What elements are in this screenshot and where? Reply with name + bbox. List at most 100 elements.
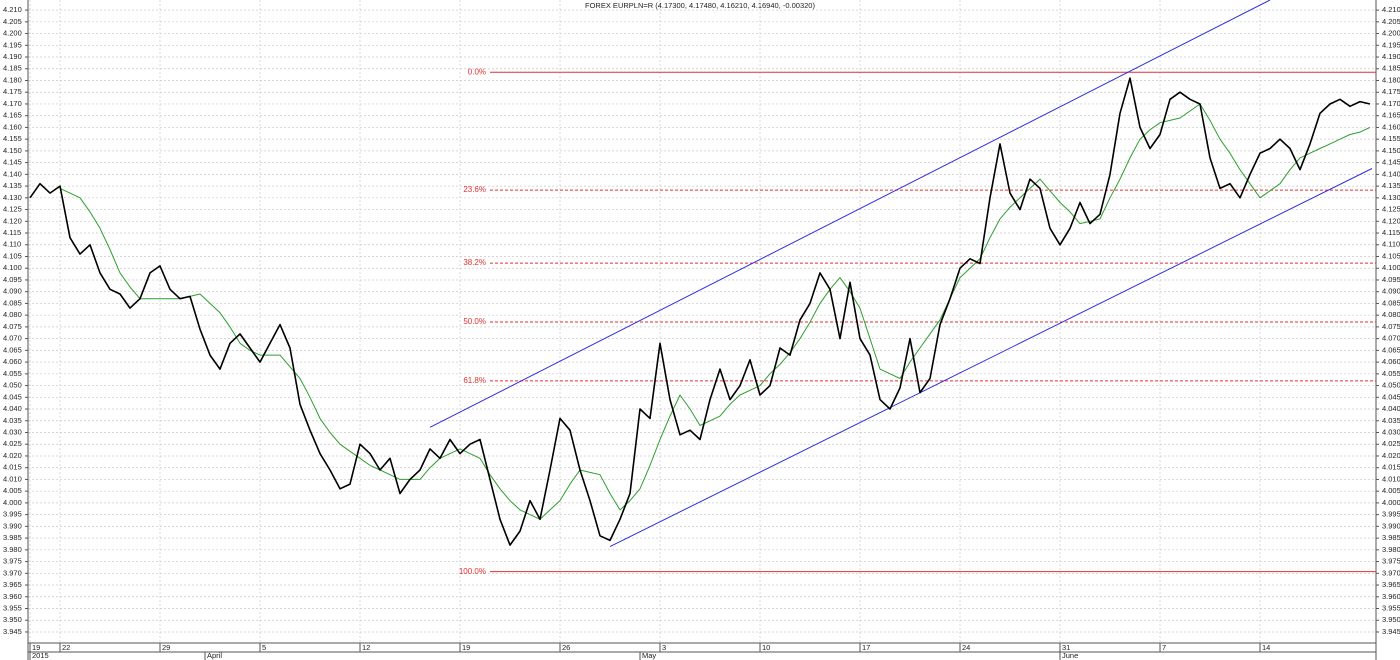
y-tick-label: 4.025 <box>3 439 22 448</box>
y-tick-label: 3.995 <box>3 510 22 519</box>
y-tick-label: 4.155 <box>3 134 22 143</box>
y-tick-label: 4.070 <box>3 334 22 343</box>
y-tick-label: 4.190 <box>1382 52 1400 61</box>
y-tick-label: 3.955 <box>3 603 22 612</box>
x-tick-label: 19 <box>462 643 470 652</box>
y-tick-label: 3.980 <box>1382 545 1400 554</box>
x-tick-label: 5 <box>262 643 266 652</box>
y-tick-label: 4.045 <box>3 392 22 401</box>
y-tick-label: 4.105 <box>3 251 22 260</box>
y-tick-label: 4.000 <box>1382 498 1400 507</box>
y-tick-label: 4.140 <box>3 169 22 178</box>
y-tick-label: 4.075 <box>1382 322 1400 331</box>
y-tick-label: 4.205 <box>1382 17 1400 26</box>
fib-label: 23.6% <box>463 185 486 194</box>
y-tick-label: 3.990 <box>3 521 22 530</box>
y-tick-label: 4.105 <box>1382 251 1400 260</box>
y-tick-label: 4.080 <box>1382 310 1400 319</box>
y-tick-label: 4.005 <box>1382 486 1400 495</box>
y-tick-label: 4.010 <box>1382 474 1400 483</box>
y-tick-label: 4.055 <box>1382 369 1400 378</box>
y-tick-label: 3.950 <box>3 615 22 624</box>
y-tick-label: 3.945 <box>1382 627 1400 636</box>
y-tick-label: 4.015 <box>1382 463 1400 472</box>
month-label: 2015 <box>32 651 49 660</box>
y-tick-label: 4.170 <box>1382 99 1400 108</box>
y-tick-label: 4.120 <box>3 216 22 225</box>
y-tick-label: 4.155 <box>1382 134 1400 143</box>
y-tick-label: 4.055 <box>3 369 22 378</box>
y-tick-label: 4.040 <box>1382 404 1400 413</box>
y-tick-label: 4.060 <box>3 357 22 366</box>
y-tick-label: 4.000 <box>3 498 22 507</box>
y-tick-label: 4.030 <box>1382 427 1400 436</box>
y-tick-label: 4.145 <box>3 158 22 167</box>
x-tick-label: 7 <box>1162 643 1166 652</box>
y-tick-label: 4.025 <box>1382 439 1400 448</box>
y-tick-label: 4.195 <box>3 40 22 49</box>
y-tick-label: 4.150 <box>1382 146 1400 155</box>
y-tick-label: 4.080 <box>3 310 22 319</box>
x-tick-label: 10 <box>762 643 770 652</box>
y-tick-label: 3.945 <box>3 627 22 636</box>
fib-label: 61.8% <box>463 376 486 385</box>
y-tick-label: 4.175 <box>1382 87 1400 96</box>
y-tick-label: 4.095 <box>1382 275 1400 284</box>
y-tick-label: 4.185 <box>1382 64 1400 73</box>
x-tick-label: 24 <box>962 643 970 652</box>
y-tick-label: 4.065 <box>3 345 22 354</box>
y-tick-label: 4.125 <box>1382 205 1400 214</box>
y-tick-label: 4.100 <box>3 263 22 272</box>
y-tick-label: 4.135 <box>3 181 22 190</box>
y-tick-label: 4.125 <box>3 205 22 214</box>
y-tick-label: 4.190 <box>3 52 22 61</box>
fib-label: 50.0% <box>463 317 486 326</box>
y-tick-label: 4.150 <box>3 146 22 155</box>
fib-label: 100.0% <box>459 567 486 576</box>
x-tick-label: 12 <box>362 643 370 652</box>
y-tick-label: 3.980 <box>3 545 22 554</box>
y-tick-label: 4.035 <box>3 416 22 425</box>
y-tick-label: 4.145 <box>1382 158 1400 167</box>
month-label: May <box>642 651 656 660</box>
y-tick-label: 4.135 <box>1382 181 1400 190</box>
month-label: June <box>1062 651 1078 660</box>
y-tick-label: 3.970 <box>3 568 22 577</box>
x-tick-label: 29 <box>162 643 170 652</box>
y-tick-label: 3.970 <box>1382 568 1400 577</box>
y-tick-label: 4.180 <box>1382 75 1400 84</box>
y-tick-label: 4.065 <box>1382 345 1400 354</box>
trend-line <box>609 168 1373 547</box>
x-tick-label: 31 <box>1062 643 1070 652</box>
y-tick-label: 4.195 <box>1382 40 1400 49</box>
y-tick-label: 4.110 <box>3 240 21 249</box>
y-tick-label: 4.210 <box>1382 5 1400 14</box>
y-tick-label: 4.115 <box>3 228 21 237</box>
y-tick-label: 3.960 <box>1382 592 1400 601</box>
y-tick-label: 4.050 <box>1382 381 1400 390</box>
x-tick-label: 22 <box>62 643 70 652</box>
y-tick-label: 4.100 <box>1382 263 1400 272</box>
y-tick-label: 4.130 <box>1382 193 1400 202</box>
y-tick-label: 4.045 <box>1382 392 1400 401</box>
y-tick-label: 4.070 <box>1382 334 1400 343</box>
y-tick-label: 3.965 <box>3 580 22 589</box>
y-tick-label: 3.975 <box>1382 557 1400 566</box>
y-tick-label: 4.205 <box>3 17 22 26</box>
y-tick-label: 4.040 <box>3 404 22 413</box>
y-tick-label: 4.140 <box>1382 169 1400 178</box>
trend-line <box>429 0 1271 428</box>
fib-label: 38.2% <box>463 258 486 267</box>
x-tick-label: 14 <box>1262 643 1270 652</box>
y-tick-label: 4.085 <box>1382 298 1400 307</box>
y-tick-label: 4.160 <box>1382 122 1400 131</box>
y-tick-label: 3.950 <box>1382 615 1400 624</box>
y-tick-label: 4.035 <box>1382 416 1400 425</box>
y-tick-label: 4.050 <box>3 381 22 390</box>
x-tick-label: 3 <box>662 643 666 652</box>
y-tick-label: 4.185 <box>3 64 22 73</box>
fib-label: 0.0% <box>468 67 486 76</box>
y-tick-label: 4.210 <box>3 5 22 14</box>
